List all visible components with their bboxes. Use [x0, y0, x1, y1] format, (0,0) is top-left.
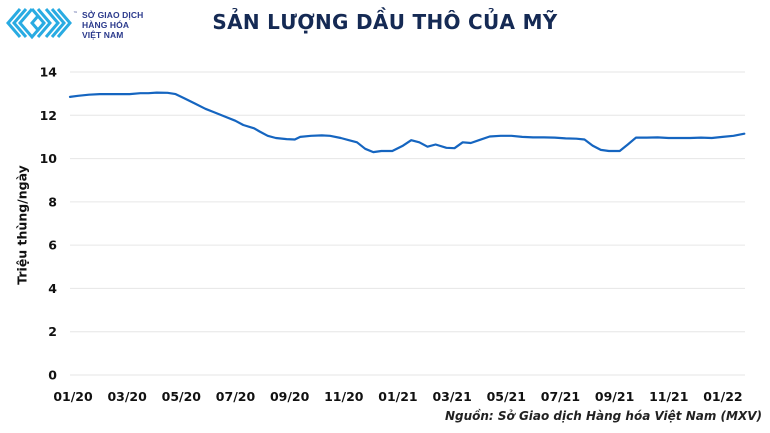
y-axis-ticks: 0 2 4 6 8 10 12 14: [40, 65, 58, 383]
trademark-mark: ™: [73, 11, 78, 17]
y-tick-label: 10: [40, 151, 58, 166]
x-tick-label: 01/20: [53, 389, 93, 404]
y-tick-label: 14: [40, 65, 58, 80]
x-tick-label: 09/21: [595, 389, 634, 404]
data-line: [68, 91, 746, 154]
logo-line-1: SỞ GIAO DỊCH: [82, 10, 144, 20]
y-tick-label: 8: [48, 194, 57, 209]
source-note: Nguồn: Sở Giao dịch Hàng hóa Việt Nam (M…: [444, 409, 762, 423]
x-tick-label: 11/21: [649, 389, 688, 404]
logo-line-3: VIỆT NAM: [82, 30, 124, 40]
x-tick-label: 05/20: [162, 389, 202, 404]
x-tick-label: 05/21: [487, 389, 526, 404]
x-axis-ticks: 01/20 03/20 05/20 07/20 09/20 11/20 01/21 03/21…: [53, 389, 742, 404]
y-tick-label: 4: [48, 281, 57, 296]
x-tick-label: 01/22: [703, 389, 742, 404]
gridlines: [70, 71, 745, 376]
y-tick-label: 0: [48, 368, 57, 383]
logo-mark-icon: [6, 8, 72, 40]
x-tick-label: 01/21: [378, 389, 417, 404]
chart-title: SẢN LƯỢNG DẦU THÔ CỦA MỸ: [212, 10, 558, 34]
x-tick-label: 03/20: [107, 389, 147, 404]
x-tick-label: 07/20: [216, 389, 256, 404]
y-tick-label: 12: [40, 108, 57, 123]
logo-text: SỞ GIAO DỊCH HÀNG HÓA VIỆT NAM: [82, 10, 143, 40]
logo: ™ SỞ GIAO DỊCH HÀNG HÓA VIỆT NAM: [6, 6, 196, 40]
x-tick-label: 11/20: [324, 389, 364, 404]
y-tick-label: 6: [48, 238, 57, 253]
x-tick-label: 03/21: [432, 389, 471, 404]
y-tick-label: 2: [48, 324, 57, 339]
logo-line-2: HÀNG HÓA: [82, 20, 130, 30]
x-tick-label: 09/20: [270, 389, 310, 404]
x-tick-label: 07/21: [541, 389, 580, 404]
